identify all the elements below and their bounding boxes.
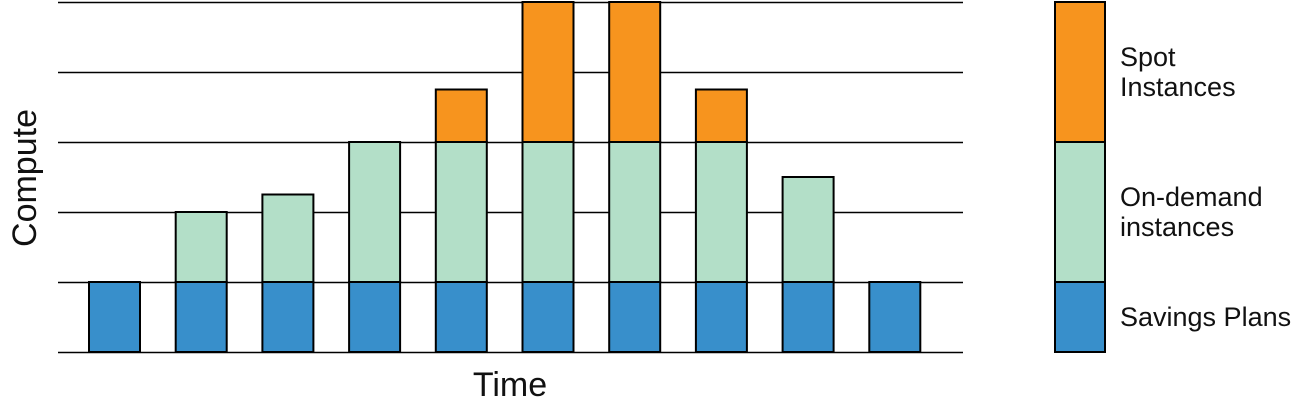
bar-segment-savings-plans	[88, 281, 141, 353]
y-axis-label: Compute	[6, 109, 44, 247]
bar-segment-savings-plans	[348, 281, 402, 353]
bar-segment-on-demand-instances	[608, 141, 662, 283]
bar-segment-on-demand-instances	[174, 211, 228, 283]
legend-label-spot-instances: Spot Instances	[1120, 42, 1236, 102]
legend-label-savings-plans: Savings Plans	[1120, 302, 1291, 332]
bar-segment-savings-plans	[174, 281, 228, 353]
bar-segment-spot-instances	[434, 88, 488, 143]
bar-segment-on-demand-instances	[781, 176, 835, 283]
bar-segment-on-demand-instances	[694, 141, 748, 283]
bar-segment-on-demand-instances	[521, 141, 575, 283]
bar-segment-savings-plans	[608, 281, 662, 353]
bar-segment-savings-plans	[434, 281, 488, 353]
legend: Spot Instances On-demand instances Savings P…	[1054, 1, 1291, 353]
bar-segment-savings-plans	[261, 281, 315, 353]
bar-segment-savings-plans	[694, 281, 748, 353]
bar-segment-savings-plans	[781, 281, 835, 353]
bar-segment-on-demand-instances	[348, 141, 402, 283]
legend-swatch-savings-plans	[1054, 281, 1106, 353]
bars	[88, 1, 922, 353]
bar-segment-on-demand-instances	[434, 141, 488, 283]
legend-swatch-on-demand-instances	[1054, 141, 1106, 283]
bar-segment-savings-plans	[521, 281, 575, 353]
legend-label-on-demand-instances: On-demand instances	[1120, 182, 1263, 242]
bar-segment-savings-plans	[868, 281, 922, 353]
legend-swatch-spot-instances	[1054, 1, 1106, 143]
x-axis-label: Time	[473, 366, 547, 404]
bar-segment-spot-instances	[694, 88, 748, 143]
bar-segment-spot-instances	[608, 1, 662, 143]
bar-segment-on-demand-instances	[261, 193, 315, 283]
bar-segment-spot-instances	[521, 1, 575, 143]
